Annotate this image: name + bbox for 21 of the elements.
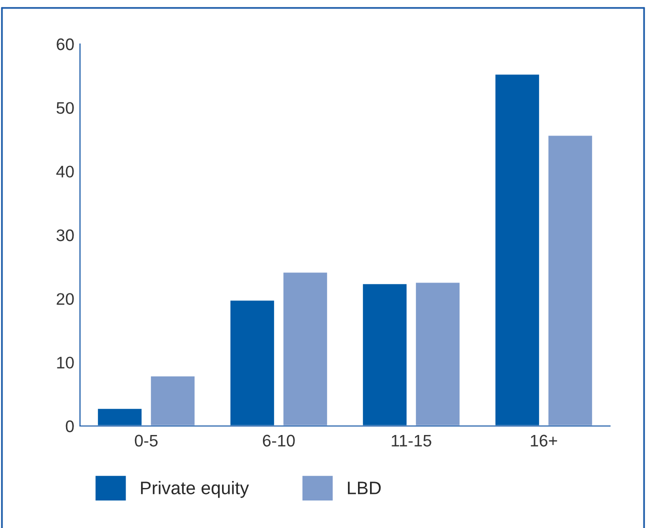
x-tick-label: 6-10	[262, 434, 295, 447]
y-tick-label: 50	[56, 102, 74, 114]
y-tick-label: 0	[66, 420, 74, 432]
y-tick-label: 60	[56, 38, 74, 50]
x-tick-label: 11-15	[392, 434, 432, 447]
bar	[229, 299, 276, 426]
bar	[547, 134, 594, 426]
bar	[362, 282, 408, 426]
y-tick-label: 20	[56, 293, 74, 305]
legend-label: Private equity	[141, 481, 249, 498]
y-tick-label: 40	[56, 166, 74, 178]
bar	[282, 271, 328, 426]
x-tick-label: 0-5	[134, 434, 158, 447]
bar	[96, 407, 143, 426]
legend-label: LBD	[348, 482, 381, 494]
y-tick-label: 10	[57, 356, 74, 369]
bar	[414, 281, 461, 426]
x-tick-label: 16+	[530, 434, 558, 447]
y-tick-label: 30	[56, 229, 74, 242]
bar	[494, 73, 540, 426]
bar	[150, 375, 196, 426]
